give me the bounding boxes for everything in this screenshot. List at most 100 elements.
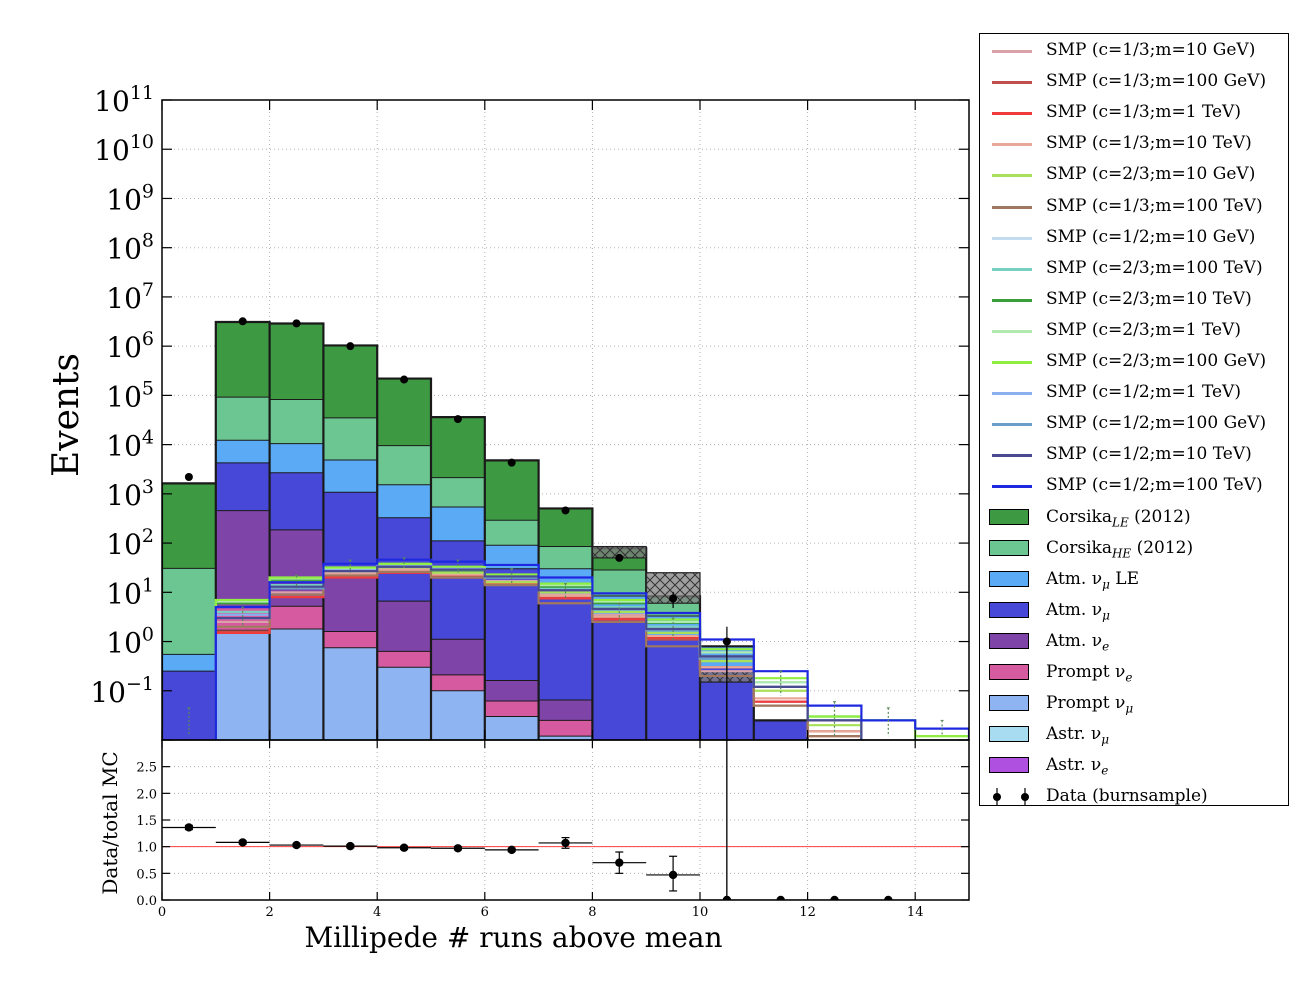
legend-item: SMP (c=1/2;m=10 TeV) [980, 440, 1288, 471]
ratio-axes-frame [161, 739, 970, 901]
legend-patch-swatch [989, 601, 1029, 618]
legend-item: SMP (c=1/3;m=100 TeV) [980, 192, 1288, 223]
stacked-histograms [162, 320, 809, 740]
legend-line-swatch [992, 112, 1032, 116]
legend-label: SMP (c=1/2;m=10 TeV) [1046, 444, 1252, 465]
y-tick-label: 109 [106, 180, 154, 216]
ratio-point [238, 838, 247, 847]
ratio-point [399, 843, 409, 852]
legend-patch-swatch [989, 570, 1029, 587]
x-tick-label: 2 [265, 905, 273, 920]
histogram-bar [753, 720, 808, 740]
data-point [238, 317, 247, 326]
histogram-outline [215, 628, 593, 740]
legend-item: Astr. νμ [980, 720, 1288, 751]
data-point [561, 506, 570, 515]
legend-item: SMP (c=1/2;m=100 GeV) [980, 409, 1288, 440]
y-tick-label: 104 [106, 427, 154, 463]
y-tick-label: 103 [106, 476, 154, 512]
ratio-y-tick-label: 0.5 [136, 867, 157, 882]
legend-item: SMP (c=2/3;m=100 TeV) [980, 254, 1288, 285]
ratio-point [561, 838, 570, 848]
legend-label: Atm. νe [1046, 630, 1110, 654]
ratio-point [346, 841, 355, 851]
legend-item: CorsikaHE (2012) [980, 534, 1288, 565]
histogram-bar [538, 720, 593, 740]
legend-label: SMP (c=1/2;m=100 GeV) [1046, 413, 1267, 434]
x-tick-label: 0 [158, 905, 166, 920]
legend-label: CorsikaHE (2012) [1046, 537, 1194, 560]
x-tick-label: 4 [373, 905, 381, 920]
smp-step-line [214, 565, 863, 740]
x-axis-label: Millipede # runs above mean [304, 921, 722, 954]
ratio-y-tick-label: 1.5 [136, 814, 157, 829]
y-tick-label: 100 [106, 624, 154, 660]
legend-label: SMP (c=2/3;m=100 TeV) [1046, 257, 1263, 278]
legend-label: SMP (c=1/3;m=1 TeV) [1046, 102, 1241, 123]
data-point [507, 458, 516, 467]
ratio-point [507, 845, 516, 855]
legend-item: SMP (c=2/3;m=100 GeV) [980, 347, 1288, 378]
data-point [669, 594, 678, 603]
legend-label: SMP (c=2/3;m=100 GeV) [1046, 351, 1267, 371]
legend-line-swatch [992, 205, 1032, 209]
legend-line-swatch [992, 143, 1032, 147]
ratio-point [615, 858, 624, 867]
ratio-y-tick-label: 2.5 [136, 761, 157, 776]
legend-label: SMP (c=1/2;m=10 GeV) [1046, 226, 1256, 247]
legend-line-swatch [992, 454, 1032, 458]
ratio-y-tick-label: 2.0 [136, 787, 157, 802]
ratio-points [162, 740, 916, 900]
ratio-point [668, 870, 678, 880]
ratio-ticks: 0.0 0.5 1.0 1.5 2.0 2.5 0 2 4 6 8 10 12 14 [136, 740, 969, 920]
legend-label: SMP (c=1/3;m=10 TeV) [1046, 133, 1252, 154]
legend-line-swatch [992, 298, 1032, 302]
stack-series-prompt- [215, 628, 593, 740]
legend-line-swatch [992, 267, 1032, 271]
y-tick-label: 1011 [94, 82, 154, 118]
legend-item: Data (burnsample) [980, 782, 1288, 813]
histogram-bar [269, 628, 324, 740]
legend-line-swatch [992, 392, 1032, 396]
legend-item: SMP (c=1/2;m=10 GeV) [980, 223, 1288, 254]
histogram-bar [215, 630, 270, 740]
data-point [346, 342, 355, 351]
legend-line-swatch [992, 50, 1032, 53]
legend-item: Astr. νe [980, 751, 1288, 782]
smp-step-line [214, 558, 969, 740]
ratio-point [884, 895, 893, 900]
legend-item: SMP (c=1/3;m=1 TeV) [980, 98, 1288, 129]
ratio-point [184, 823, 194, 832]
legend-label: Data (burnsample) [1046, 786, 1208, 807]
y-tick-label: 108 [106, 230, 154, 266]
data-point [400, 375, 409, 384]
legend-patch-swatch [989, 695, 1029, 712]
legend-item: SMP (c=1/3;m=100 GeV) [980, 67, 1288, 98]
smp-error-bars [187, 557, 944, 737]
legend-line-swatch [992, 423, 1032, 427]
y-tick-label: 10−1 [90, 673, 154, 709]
legend-item: SMP (c=2/3;m=1 TeV) [980, 316, 1288, 347]
legend-label: SMP (c=1/2;m=1 TeV) [1046, 382, 1241, 403]
legend-patch-swatch [989, 632, 1029, 649]
legend-line-swatch [992, 485, 1032, 489]
histogram-bar [323, 647, 378, 740]
ratio-y-axis-label: Data/total MC [98, 751, 122, 894]
legend-patch-swatch [989, 664, 1029, 680]
ratio-point [830, 895, 839, 900]
data-point [292, 319, 301, 328]
legend-label: Atm. νμ LE [1046, 568, 1139, 592]
smp-step-line [214, 570, 863, 740]
ratio-y-tick-label: 0.0 [136, 894, 157, 909]
legend-label: Astr. νμ [1046, 724, 1110, 747]
legend-item: Atm. νe [980, 627, 1288, 658]
y-tick-label: 105 [106, 377, 154, 413]
histogram-bar [484, 716, 539, 740]
legend-line-swatch [992, 236, 1032, 240]
legend-label: SMP (c=2/3;m=10 TeV) [1046, 288, 1252, 309]
histogram-bar [538, 736, 593, 740]
legend-item: SMP (c=1/3;m=10 GeV) [980, 36, 1288, 67]
x-tick-label: 10 [692, 905, 709, 920]
main-y-ticks: 1011 1010 109 108 107 106 105 104 103 102 101 100 10… [90, 82, 969, 741]
